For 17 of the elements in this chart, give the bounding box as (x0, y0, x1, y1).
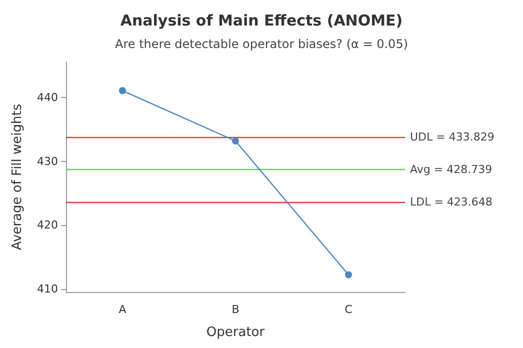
y-tick-label: 430 (37, 154, 58, 168)
chart-title: Analysis of Main Effects (ANOME) (120, 12, 403, 30)
y-tick-label: 440 (37, 91, 58, 104)
x-tick-label: C (344, 303, 353, 316)
y-tick-label: 420 (37, 218, 58, 232)
x-tick-label: B (232, 303, 240, 316)
point (119, 87, 126, 94)
x-tick-label: A (118, 303, 127, 316)
chart-subtitle: Are there detectable operator biases? (α = 0.05) (114, 37, 408, 51)
y-tick-label: 410 (37, 282, 58, 296)
x-axis-title: Operator (206, 325, 266, 340)
point (345, 271, 352, 278)
ref-line-label: LDL = 423.648 (410, 195, 492, 208)
point (232, 138, 239, 144)
y-axis-title: Average of Fill weights (10, 104, 25, 250)
ref-line-label: Avg = 428.739 (410, 162, 492, 176)
ref-line-label: UDL = 433.829 (410, 130, 494, 144)
